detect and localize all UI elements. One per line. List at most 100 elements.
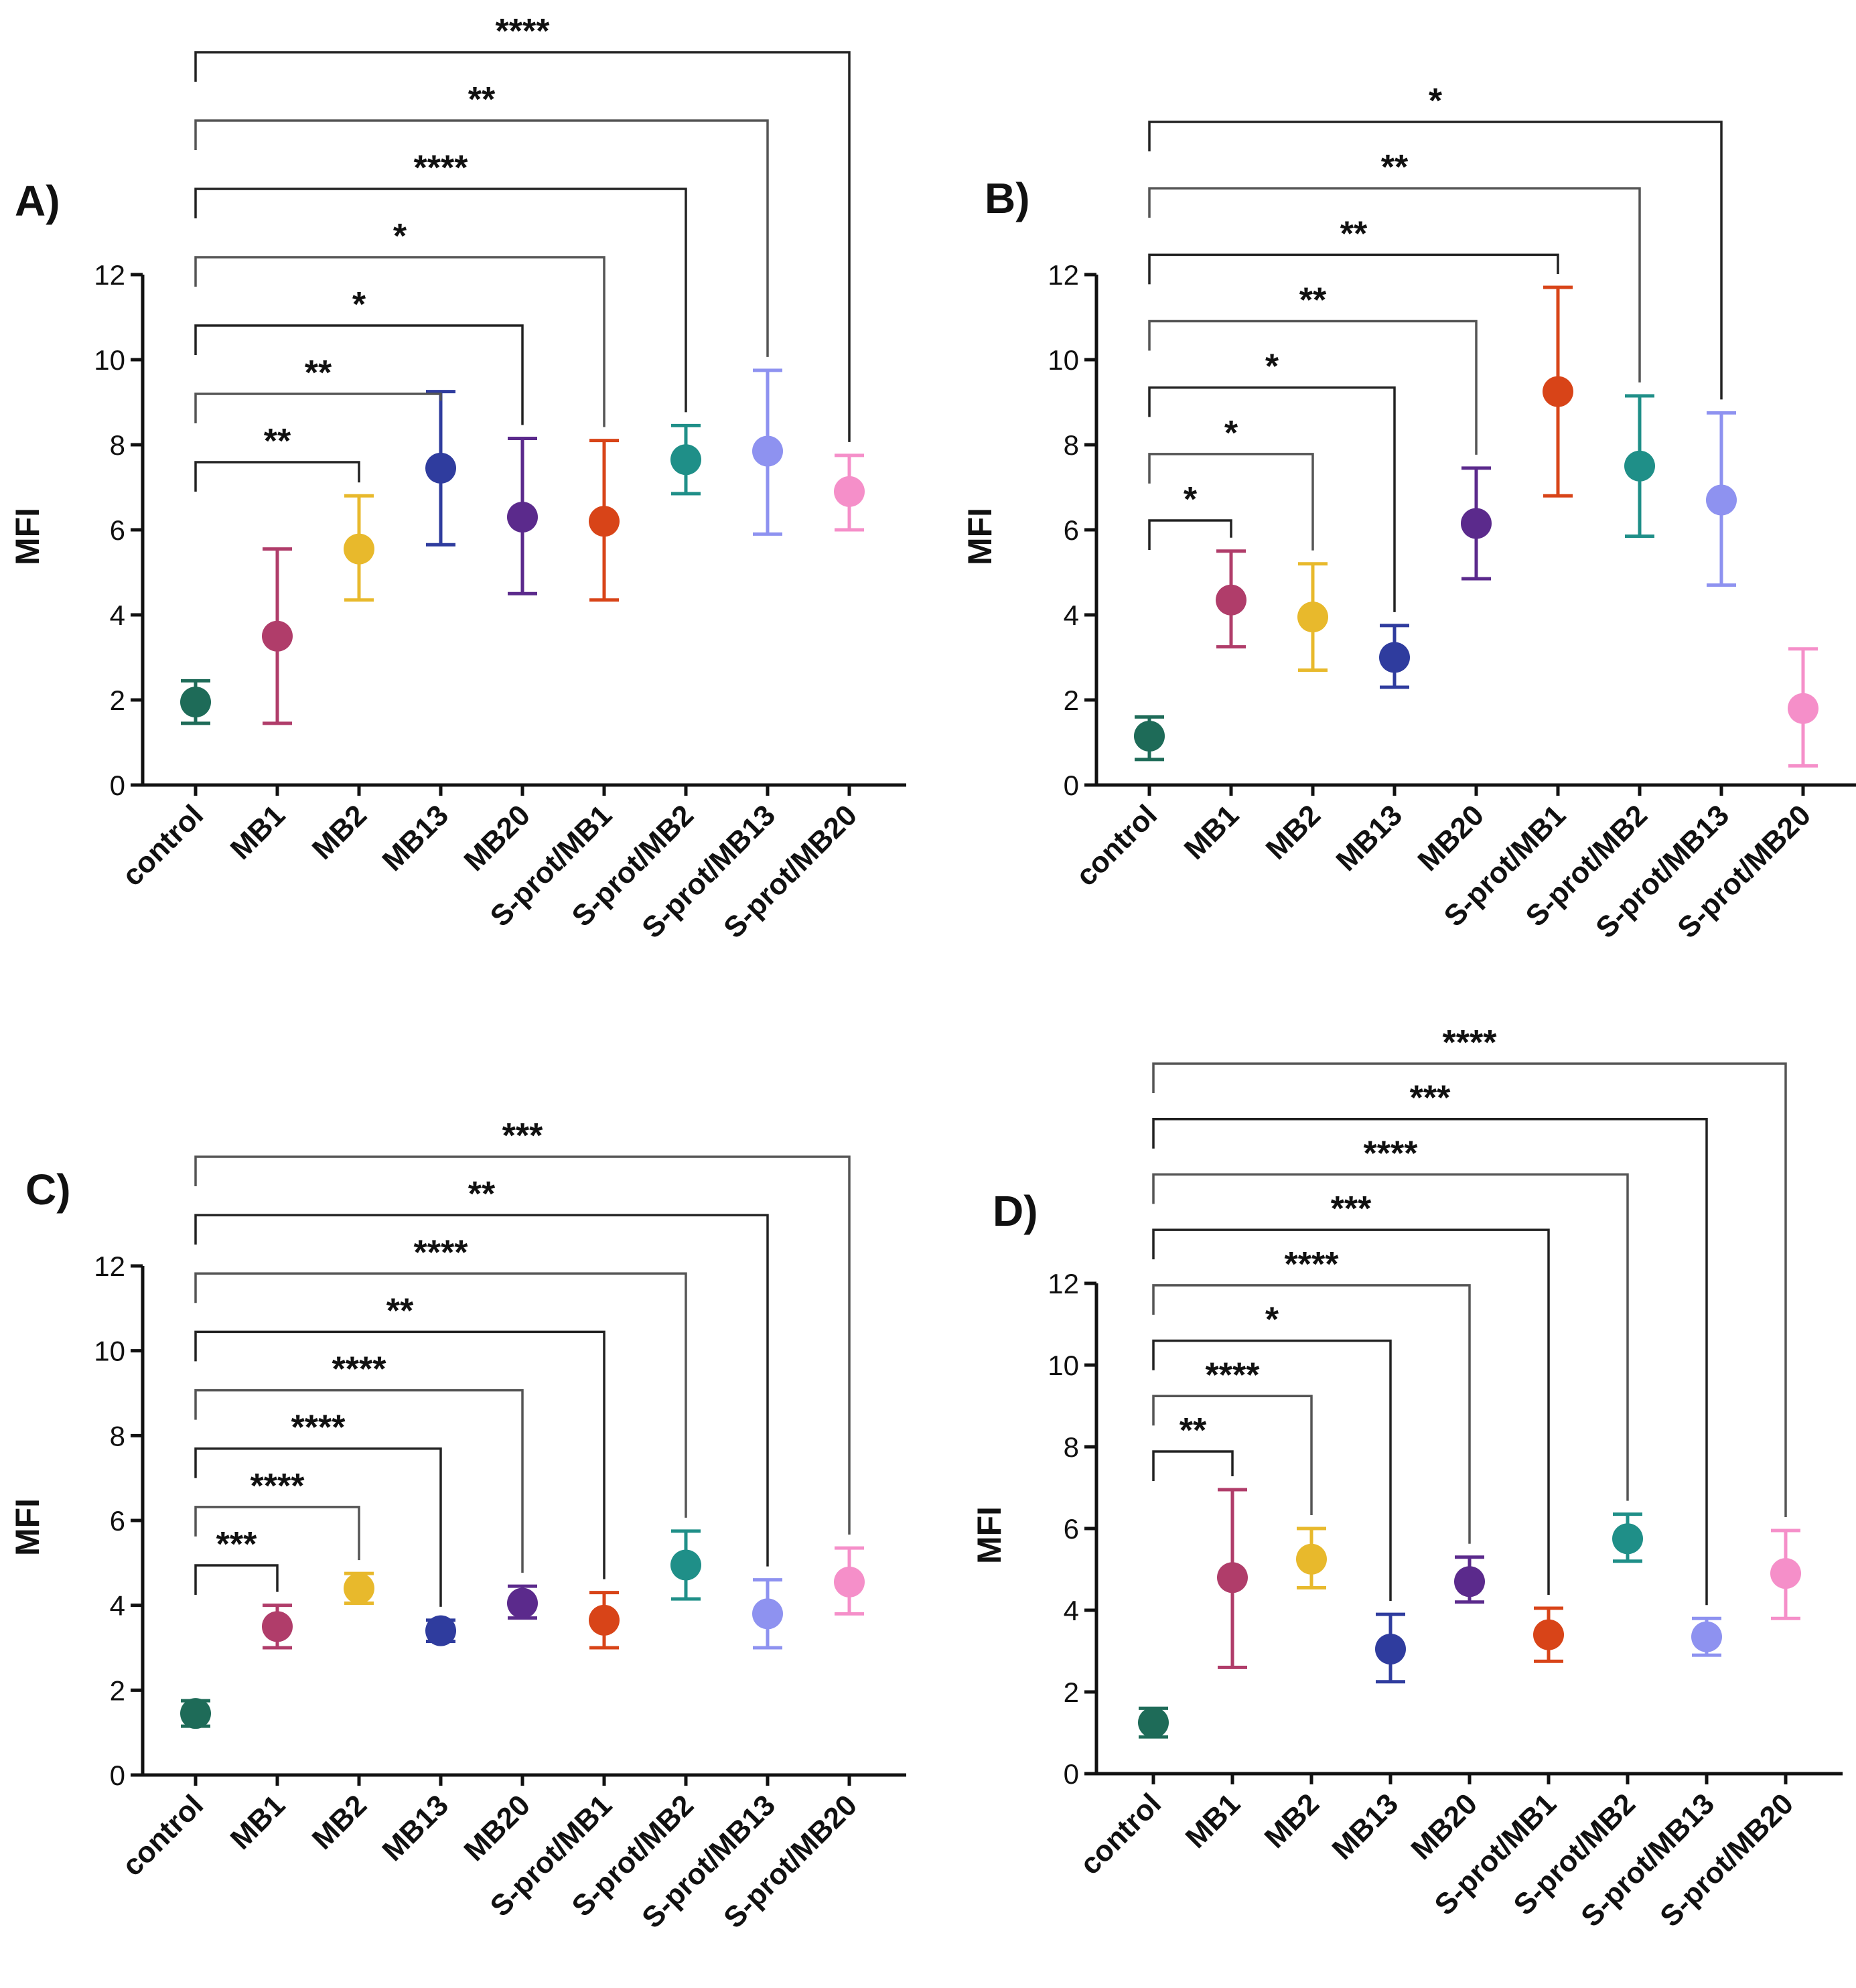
x-tick-label: MB2 [1260, 798, 1327, 865]
x-tick-label: control [1074, 1787, 1167, 1881]
data-point-mb1 [262, 1611, 293, 1642]
significance-bracket [194, 1564, 279, 1595]
x-tick-label: MB13 [376, 1788, 455, 1867]
data-point-mb2 [344, 533, 374, 565]
significance-label: ** [468, 80, 496, 119]
y-tick-label: 8 [1064, 429, 1079, 461]
y-tick-label: 8 [110, 429, 125, 461]
y-tick-label: 6 [110, 1505, 125, 1537]
significance-label: *** [1331, 1190, 1372, 1228]
x-tick-label: control [1070, 798, 1163, 892]
significance-bracket [194, 1389, 524, 1573]
x-tick-label: MB2 [1259, 1787, 1326, 1854]
data-point-s-prot-mb1 [1543, 376, 1573, 407]
significance-label: * [1265, 1301, 1279, 1340]
significance-bracket [1148, 386, 1396, 612]
data-point-s-prot-mb20 [1770, 1558, 1801, 1589]
y-tick-label: 4 [110, 599, 125, 631]
x-tick-label: MB20 [457, 798, 537, 877]
y-tick-label: 2 [110, 685, 125, 716]
data-point-s-prot-mb1 [589, 506, 620, 537]
data-point-control [1138, 1707, 1169, 1738]
data-point-mb2 [1297, 601, 1328, 633]
significance-label: **** [1443, 1023, 1498, 1062]
y-tick-label: 10 [1048, 1350, 1079, 1381]
y-tick-label: 4 [1064, 1595, 1079, 1626]
data-point-mb1 [1216, 584, 1246, 616]
significance-label: **** [1206, 1356, 1261, 1395]
significance-bracket [194, 1506, 360, 1561]
significance-bracket [194, 1272, 687, 1518]
significance-bracket [194, 1214, 769, 1567]
data-point-s-prot-mb13 [1706, 484, 1737, 516]
y-tick-label: 8 [110, 1420, 125, 1451]
y-tick-label: 0 [1064, 770, 1079, 801]
data-point-s-prot-mb13 [1691, 1621, 1722, 1652]
significance-bracket [1152, 1173, 1629, 1501]
x-tick-label: MB2 [306, 798, 373, 865]
significance-bracket [194, 1447, 442, 1607]
data-point-mb13 [1375, 1633, 1406, 1664]
y-axis-label: MFI [971, 1506, 1008, 1564]
x-tick-label: MB1 [1180, 1787, 1246, 1854]
data-point-s-prot-mb1 [1533, 1619, 1564, 1650]
x-tick-label: MB20 [457, 1788, 537, 1867]
significance-bracket [1148, 453, 1314, 551]
x-tick-label: MB20 [1411, 798, 1490, 877]
significance-label: **** [496, 12, 551, 51]
significance-bracket [1148, 187, 1641, 382]
data-point-control [180, 687, 211, 718]
y-tick-label: 2 [110, 1675, 125, 1706]
significance-bracket [194, 119, 769, 357]
data-point-control [180, 1698, 211, 1729]
significance-label: **** [251, 1467, 305, 1506]
data-point-mb13 [425, 452, 456, 484]
data-point-s-prot-mb20 [834, 1566, 865, 1598]
significance-label: **** [1364, 1134, 1419, 1173]
data-point-mb1 [1217, 1562, 1248, 1593]
significance-bracket [194, 1155, 851, 1535]
significance-label: * [1265, 348, 1279, 386]
significance-bracket [194, 324, 524, 425]
data-point-s-prot-mb2 [1624, 450, 1655, 482]
data-point-s-prot-mb2 [1612, 1523, 1643, 1555]
y-tick-label: 12 [1048, 259, 1079, 291]
significance-bracket [1152, 1117, 1708, 1606]
y-tick-label: 8 [1064, 1431, 1079, 1463]
y-axis-label: MFI [9, 508, 46, 565]
data-point-s-prot-mb13 [752, 435, 783, 467]
panel-label: C) [25, 1165, 71, 1214]
y-axis-label: MFI [961, 508, 999, 565]
y-tick-label: 10 [94, 1336, 125, 1367]
significance-bracket [194, 1330, 605, 1579]
data-point-mb20 [1454, 1566, 1485, 1598]
data-point-s-prot-mb1 [589, 1604, 620, 1636]
significance-label: ** [1299, 281, 1327, 320]
significance-bracket [1152, 1339, 1392, 1602]
significance-label: * [1184, 480, 1198, 519]
data-point-s-prot-mb2 [670, 444, 701, 476]
significance-label: * [1429, 82, 1443, 121]
significance-label: **** [332, 1350, 387, 1389]
significance-bracket [1152, 1228, 1550, 1595]
data-point-s-prot-mb20 [834, 476, 865, 507]
x-tick-label: MB2 [306, 1788, 373, 1855]
y-tick-label: 4 [110, 1590, 125, 1622]
y-tick-label: 4 [1064, 599, 1079, 631]
significance-bracket [194, 188, 687, 413]
data-point-s-prot-mb13 [752, 1598, 783, 1630]
significance-label: **** [291, 1409, 346, 1447]
significance-label: ** [264, 422, 291, 461]
significance-bracket [1148, 253, 1559, 285]
x-tick-label: MB13 [1326, 1787, 1405, 1866]
significance-bracket [194, 256, 605, 427]
x-tick-label: MB13 [1330, 798, 1409, 877]
significance-bracket [1148, 121, 1723, 400]
x-tick-label: MB1 [224, 1788, 291, 1855]
significance-label: ** [1180, 1411, 1207, 1450]
data-point-control [1134, 720, 1165, 752]
significance-label: **** [1285, 1245, 1340, 1284]
